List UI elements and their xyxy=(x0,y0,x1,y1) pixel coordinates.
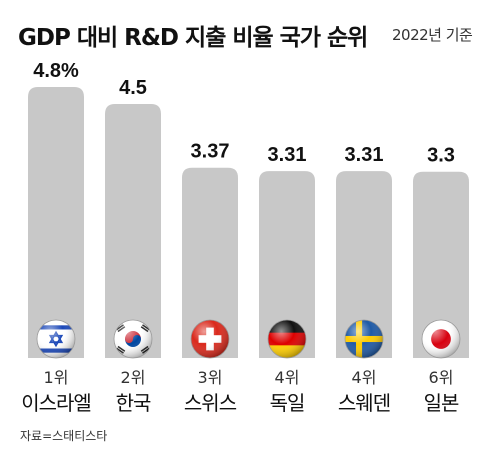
value-label: 4.8% xyxy=(33,60,79,82)
rank-label: 4위 xyxy=(352,368,377,387)
country-label: 일본 xyxy=(424,391,459,415)
rank-label: 2위 xyxy=(121,368,146,387)
bar-1 xyxy=(28,87,84,358)
bar-6 xyxy=(413,171,469,358)
sweden-flag-icon xyxy=(344,319,384,359)
south-korea-flag-icon xyxy=(113,319,153,359)
bar-5 xyxy=(336,171,392,358)
bars-layer xyxy=(28,87,469,358)
switzerland-flag-icon xyxy=(190,319,230,359)
country-label: 스위스 xyxy=(184,391,237,415)
country-label: 이스라엘 xyxy=(21,391,91,415)
chart-title: GDP 대비 R&D 지출 비율 국가 순위 xyxy=(18,25,368,51)
rank-label: 4위 xyxy=(275,368,300,387)
value-label: 3.3 xyxy=(427,145,455,167)
rank-label: 6위 xyxy=(429,368,454,387)
country-label: 스웨덴 xyxy=(338,391,390,415)
value-label: 3.31 xyxy=(268,144,307,166)
value-label: 3.31 xyxy=(345,144,384,166)
rank-label: 3위 xyxy=(198,368,223,387)
value-label: 4.5 xyxy=(119,77,147,99)
flags-layer xyxy=(36,319,461,359)
chart-subtitle: 2022년 기준 xyxy=(392,26,473,44)
country-label: 한국 xyxy=(116,391,151,415)
bar-2 xyxy=(105,103,161,358)
country-label: 독일 xyxy=(270,391,305,415)
value-label: 3.37 xyxy=(191,141,230,163)
japan-flag-icon xyxy=(421,319,461,359)
israel-flag-icon xyxy=(36,319,76,359)
germany-flag-icon xyxy=(267,319,307,359)
bar-4 xyxy=(259,171,315,358)
bar-3 xyxy=(182,167,238,358)
rank-label: 1위 xyxy=(44,368,69,387)
source-note: 자료=스태티스타 xyxy=(20,429,108,443)
